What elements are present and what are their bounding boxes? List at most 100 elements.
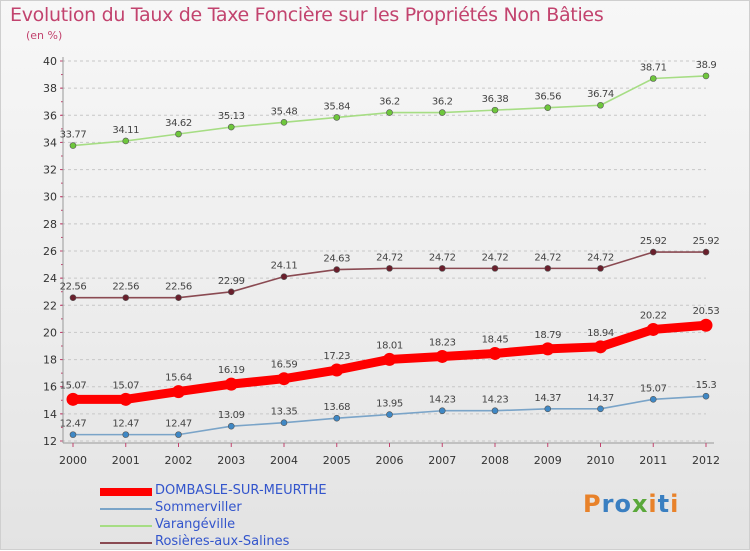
data-label: 13.09 <box>218 410 245 421</box>
data-point <box>386 411 393 418</box>
x-tick-label: 2006 <box>376 454 404 467</box>
data-point <box>280 273 288 280</box>
data-label: 15.3 <box>696 380 717 391</box>
y-tick-label: 24 <box>43 272 57 285</box>
data-point <box>491 106 499 114</box>
data-point <box>702 72 710 80</box>
data-point <box>438 109 446 116</box>
data-label: 18.23 <box>429 337 456 348</box>
data-point <box>649 396 657 403</box>
data-label: 36.2 <box>379 97 400 108</box>
data-label: 14.37 <box>587 393 614 404</box>
data-label: 34.11 <box>112 125 139 136</box>
data-point <box>175 431 182 438</box>
data-point <box>702 248 710 256</box>
data-label: 18.94 <box>587 328 614 339</box>
data-label: 14.37 <box>534 393 561 404</box>
data-label: 16.59 <box>271 360 298 371</box>
data-point <box>491 407 499 415</box>
y-tick-label: 22 <box>43 299 57 312</box>
data-label: 12.47 <box>112 419 139 430</box>
data-label: 20.53 <box>693 306 720 317</box>
data-label: 15.07 <box>60 380 87 391</box>
data-point <box>438 407 446 415</box>
data-point <box>69 142 77 149</box>
data-point <box>333 114 341 121</box>
data-point <box>122 431 130 438</box>
data-point <box>333 414 341 422</box>
data-label: 13.35 <box>271 407 298 418</box>
y-tick-label: 16 <box>43 381 57 394</box>
legend-label: Sommerviller <box>155 500 242 515</box>
data-label: 13.68 <box>323 402 350 413</box>
data-point <box>438 265 446 272</box>
x-tick-label: 2000 <box>59 454 87 467</box>
data-point <box>224 377 238 391</box>
data-point <box>699 318 713 332</box>
data-label: 24.72 <box>534 252 561 263</box>
data-point <box>333 266 341 273</box>
data-point <box>541 342 555 356</box>
data-label: 36.56 <box>534 92 561 103</box>
data-label: 38.9 <box>696 60 717 71</box>
data-label: 24.72 <box>482 252 509 263</box>
y-tick-label: 40 <box>43 55 57 68</box>
data-label: 24.72 <box>587 252 614 263</box>
data-label: 24.11 <box>271 261 298 272</box>
data-label: 25.92 <box>640 236 667 247</box>
data-label: 36.2 <box>432 97 453 108</box>
data-label: 22.56 <box>165 282 192 293</box>
x-tick-label: 2003 <box>217 454 245 467</box>
y-tick-label: 38 <box>43 82 57 95</box>
data-label: 36.38 <box>482 94 509 105</box>
y-tick-label: 26 <box>43 245 57 258</box>
data-point <box>122 137 130 145</box>
y-tick-label: 34 <box>43 136 57 149</box>
legend-swatch <box>100 488 152 496</box>
legend-label: DOMBASLE-SUR-MEURTHE <box>155 483 327 498</box>
x-tick-label: 2007 <box>428 454 456 467</box>
data-label: 36.74 <box>587 89 614 100</box>
y-tick-label: 14 <box>43 408 57 421</box>
data-label: 15.07 <box>112 380 139 391</box>
data-label: 14.23 <box>482 395 509 406</box>
legend-label: Rosières-aux-Salines <box>155 534 290 549</box>
data-label: 22.56 <box>60 282 87 293</box>
data-point <box>172 385 185 399</box>
data-point <box>488 346 502 360</box>
y-tick-label: 20 <box>43 326 57 339</box>
legend-label: Varangéville <box>155 517 236 532</box>
data-label: 20.22 <box>640 310 667 321</box>
data-label: 24.63 <box>323 254 350 265</box>
x-tick-label: 2002 <box>165 454 193 467</box>
y-tick-label: 30 <box>43 191 57 204</box>
y-tick-label: 36 <box>43 109 57 122</box>
data-label: 35.48 <box>271 106 298 117</box>
data-point <box>386 265 393 272</box>
data-label: 13.95 <box>376 399 403 410</box>
data-label: 33.77 <box>60 130 87 141</box>
x-tick-label: 2008 <box>481 454 509 467</box>
data-point <box>597 265 604 272</box>
data-label: 22.56 <box>112 282 139 293</box>
data-label: 24.72 <box>429 252 456 263</box>
proxiti-logo: Proxiti <box>583 490 680 518</box>
data-point <box>386 109 393 116</box>
data-label: 18.45 <box>482 334 509 345</box>
data-point <box>280 119 288 126</box>
data-label: 15.64 <box>165 373 192 384</box>
data-point <box>544 405 552 413</box>
data-point <box>649 75 657 82</box>
y-tick-label: 32 <box>43 164 57 177</box>
data-label: 18.01 <box>376 340 403 351</box>
data-point <box>544 265 552 272</box>
y-tick-label: 18 <box>43 354 57 367</box>
data-point <box>175 130 182 138</box>
x-tick-label: 2009 <box>534 454 562 467</box>
chart-title: Evolution du Taux de Taxe Foncière sur l… <box>10 4 604 26</box>
data-label: 34.62 <box>165 118 192 129</box>
data-label: 14.23 <box>429 395 456 406</box>
data-point <box>702 392 710 400</box>
data-label: 25.92 <box>693 236 720 247</box>
